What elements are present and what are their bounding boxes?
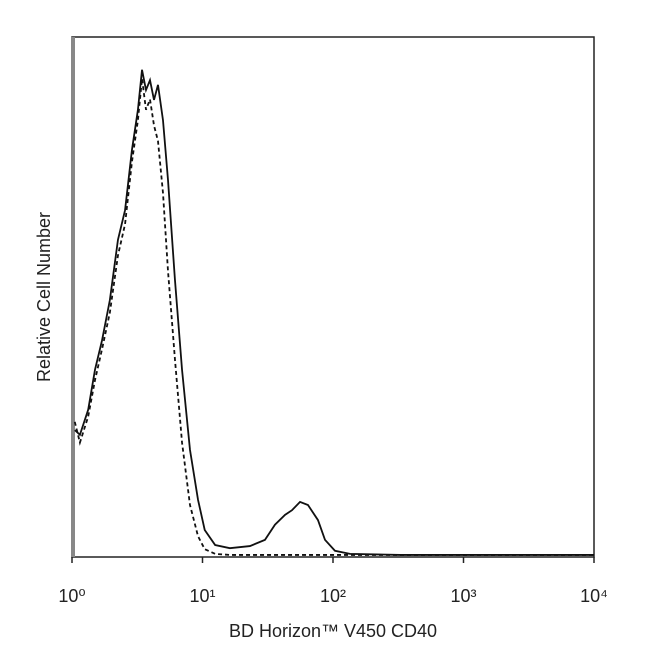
plot-frame bbox=[71, 36, 595, 558]
x-tick-label: 10⁴ bbox=[580, 586, 608, 606]
x-tick-label: 10² bbox=[320, 586, 346, 606]
x-tick-label: 10⁰ bbox=[58, 586, 85, 606]
x-tick-label: 10¹ bbox=[189, 586, 215, 606]
x-tick-label: 10³ bbox=[450, 586, 476, 606]
x-axis-label: BD Horizon™ V450 CD40 bbox=[229, 621, 437, 641]
histogram-line bbox=[74, 69, 594, 556]
y-axis-label: Relative Cell Number bbox=[34, 212, 54, 382]
histogram-line bbox=[73, 78, 594, 556]
left-edge-bar bbox=[71, 37, 75, 557]
